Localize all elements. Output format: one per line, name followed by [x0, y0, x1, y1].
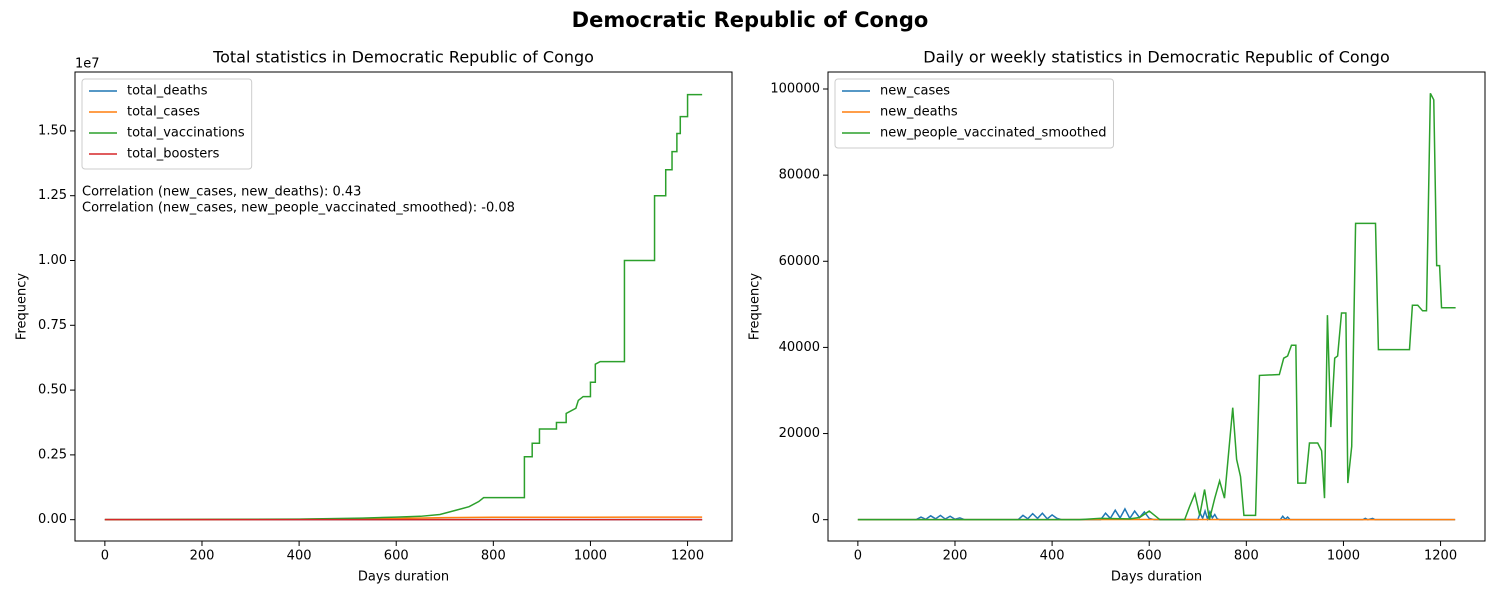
x-tick-label: 1000 [1327, 549, 1360, 564]
legend-label: total_deaths [127, 84, 208, 99]
legend-frame [834, 78, 1114, 149]
figure-title: Democratic Republic of Congo [572, 8, 929, 32]
y-tick-label: 1.00 [38, 253, 67, 268]
y-tick-label: 60000 [779, 254, 820, 269]
annotation: Correlation (new_cases, new_people_vacci… [82, 201, 515, 216]
legend-label: new_cases [880, 84, 950, 99]
x-tick-label: 400 [1040, 549, 1065, 564]
y-tick-label: 1.50 [38, 123, 67, 138]
series-line [104, 93, 703, 521]
x-tick-label: 400 [287, 549, 312, 564]
series-line [857, 507, 1456, 522]
x-tick-label: 1200 [671, 549, 704, 564]
axes-title: Daily or weekly statistics in Democratic… [923, 48, 1389, 67]
legend-label: new_people_vaccinated_smoothed [880, 126, 1106, 141]
y-tick-label: 40000 [779, 340, 820, 355]
y-axis-label: Frequency [748, 273, 763, 340]
x-tick-label: 800 [481, 549, 506, 564]
series-line [857, 92, 1456, 521]
y-axis-label: Frequency [15, 273, 30, 340]
y-tick-label: 0 [812, 512, 820, 527]
y-tick-label: 0.75 [38, 318, 67, 333]
x-tick-label: 0 [101, 549, 109, 564]
y-tick-label: 80000 [779, 168, 820, 183]
legend-label: total_boosters [127, 147, 220, 162]
x-tick-label: 200 [943, 549, 968, 564]
x-axis-label: Days duration [358, 570, 449, 585]
x-tick-label: 600 [384, 549, 409, 564]
y-tick-label: 0.50 [38, 383, 67, 398]
x-tick-label: 600 [1137, 549, 1162, 564]
y-tick-label: 20000 [779, 426, 820, 441]
x-tick-label: 0 [854, 549, 862, 564]
x-tick-label: 1000 [574, 549, 607, 564]
axes-frame [827, 71, 1486, 542]
x-axis-label: Days duration [1111, 570, 1202, 585]
legend: new_cases new_deaths new_people_vaccinated… [834, 78, 1114, 149]
legend-label: new_deaths [880, 105, 958, 120]
annotation: Correlation (new_cases, new_deaths): 0.4… [82, 185, 361, 200]
axes-title: Total statistics in Democratic Republic … [212, 48, 594, 67]
plot-area [857, 92, 1456, 522]
legend-label: total_cases [127, 105, 200, 120]
axes-frame [74, 71, 733, 542]
legend: total_deaths total_cases total_vaccination… [81, 78, 253, 170]
y-tick-label: 1.25 [38, 188, 67, 203]
legend-frame [81, 78, 253, 170]
y-offset-label: 1e7 [75, 57, 100, 72]
x-tick-label: 200 [190, 549, 215, 564]
y-tick-label: 0.25 [38, 447, 67, 462]
legend-label: total_vaccinations [127, 126, 245, 141]
y-tick-label: 0.00 [38, 512, 67, 527]
x-tick-label: 1200 [1424, 549, 1457, 564]
y-tick-label: 100000 [770, 82, 820, 97]
x-tick-label: 800 [1234, 549, 1259, 564]
plot-area [104, 93, 703, 521]
